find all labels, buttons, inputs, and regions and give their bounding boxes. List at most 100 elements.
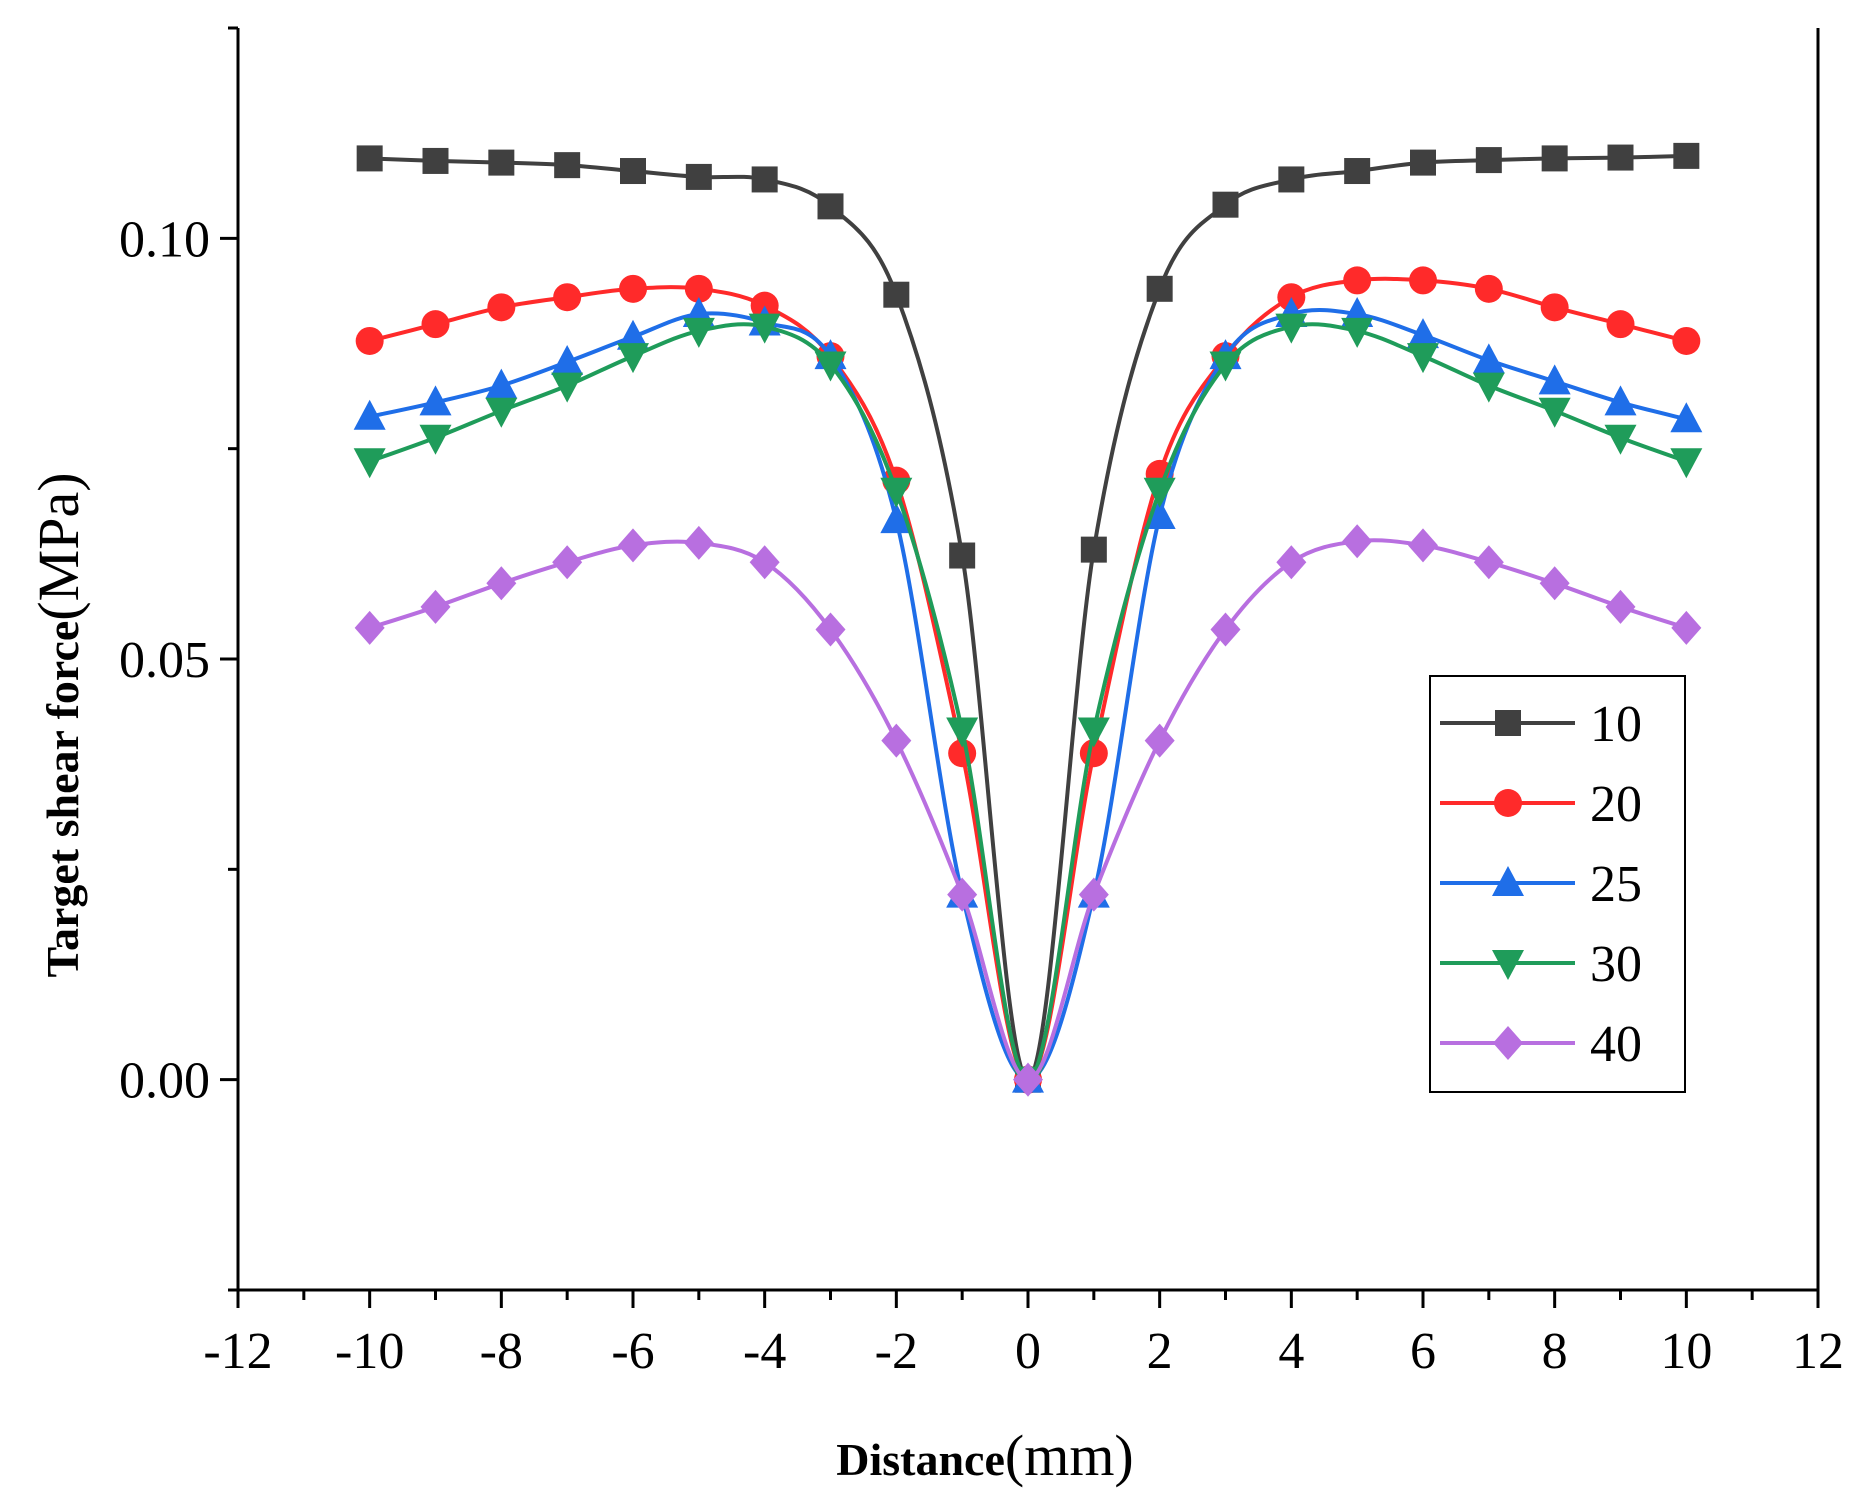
data-point-30 xyxy=(551,372,584,403)
data-point-20 xyxy=(487,293,516,322)
data-point-30 xyxy=(1538,397,1571,428)
data-point-20 xyxy=(1540,293,1569,322)
data-point-25 xyxy=(1670,402,1703,433)
data-point-30 xyxy=(1275,313,1308,344)
x-tick-label: 2 xyxy=(1147,1323,1173,1380)
data-point-40 xyxy=(1078,877,1109,912)
legend-marker-25 xyxy=(1492,866,1524,896)
data-point-40 xyxy=(1144,723,1175,758)
x-tick-label: 6 xyxy=(1410,1323,1436,1380)
data-point-10 xyxy=(1212,191,1239,218)
data-point-30 xyxy=(1143,477,1176,508)
data-point-10 xyxy=(751,166,778,193)
y-tick-label: 0.05 xyxy=(119,632,210,689)
data-point-40 xyxy=(1276,545,1307,580)
x-tick-label: -6 xyxy=(611,1323,654,1380)
data-point-10 xyxy=(1607,144,1634,171)
data-point-10 xyxy=(356,145,383,172)
x-tick-label: -2 xyxy=(875,1323,918,1380)
legend-marker-30 xyxy=(1492,950,1524,980)
x-axis-label: Distance xyxy=(836,1434,1005,1485)
data-point-30 xyxy=(682,317,715,348)
data-point-10 xyxy=(1344,158,1371,185)
legend-marker-20 xyxy=(1494,789,1522,817)
data-point-10 xyxy=(422,147,449,174)
data-point-40 xyxy=(1013,1062,1043,1097)
data-point-40 xyxy=(947,877,978,912)
data-point-10 xyxy=(949,542,976,569)
x-tick-label: -8 xyxy=(480,1323,523,1380)
data-point-40 xyxy=(1408,528,1438,563)
data-point-10 xyxy=(817,193,844,220)
data-point-30 xyxy=(1670,448,1703,479)
x-tick-label: 0 xyxy=(1015,1323,1041,1380)
x-tick-label: -10 xyxy=(335,1323,404,1380)
legend-label-40: 40 xyxy=(1590,1016,1642,1073)
data-point-25 xyxy=(617,319,649,350)
data-point-25 xyxy=(485,368,518,399)
x-axis: -12 -10 -8 -6 -4 -2 0 2 4 6 8 10 12 xyxy=(203,1290,1844,1380)
data-point-25 xyxy=(419,385,452,416)
legend-label-30: 30 xyxy=(1590,936,1642,993)
data-point-20 xyxy=(1606,310,1635,339)
data-point-30 xyxy=(1077,717,1110,748)
data-point-20 xyxy=(1409,266,1437,295)
data-point-10 xyxy=(1278,166,1305,193)
data-point-10 xyxy=(1475,147,1502,174)
data-point-30 xyxy=(1209,351,1242,382)
data-point-40 xyxy=(552,545,583,580)
data-point-30 xyxy=(1341,317,1374,348)
data-point-25 xyxy=(1472,343,1505,374)
data-point-30 xyxy=(485,397,518,428)
data-point-30 xyxy=(617,343,649,374)
y-axis: 0.00 0.05 0.10 xyxy=(119,26,238,1292)
data-point-10 xyxy=(1673,142,1700,169)
data-point-40 xyxy=(486,566,517,601)
y-axis-unit: (MPa) xyxy=(26,472,91,620)
y-tick-label: 0.00 xyxy=(119,1053,210,1110)
x-tick-label: -4 xyxy=(743,1323,786,1380)
x-tick-label: 12 xyxy=(1792,1323,1844,1380)
legend-marker-40 xyxy=(1493,1026,1523,1060)
x-axis-title: Distance(mm) xyxy=(836,1423,1134,1488)
data-point-20 xyxy=(619,274,647,303)
data-point-25 xyxy=(1604,385,1637,416)
data-point-20 xyxy=(1343,266,1372,295)
y-axis-title: Target shear force(MPa) xyxy=(26,472,91,977)
data-point-40 xyxy=(1671,610,1702,645)
data-point-10 xyxy=(554,152,581,179)
data-point-40 xyxy=(749,545,780,580)
data-point-10 xyxy=(1080,536,1107,563)
data-point-10 xyxy=(1541,145,1568,172)
data-point-25 xyxy=(551,345,584,376)
x-tick-label: 8 xyxy=(1542,1323,1568,1380)
data-point-25 xyxy=(353,399,386,430)
data-point-40 xyxy=(420,589,451,624)
data-point-40 xyxy=(1605,589,1636,624)
legend-marker-10 xyxy=(1495,710,1521,736)
data-point-20 xyxy=(1474,274,1503,303)
data-point-30 xyxy=(1472,372,1505,403)
data-point-30 xyxy=(880,477,913,508)
data-point-30 xyxy=(419,424,452,455)
data-point-10 xyxy=(685,163,712,190)
data-point-30 xyxy=(1604,424,1637,455)
data-point-30 xyxy=(353,448,386,479)
x-tick-label: -12 xyxy=(203,1323,272,1380)
data-point-40 xyxy=(1210,612,1241,647)
data-point-10 xyxy=(1410,149,1436,176)
data-point-40 xyxy=(354,610,385,645)
data-point-20 xyxy=(684,274,713,303)
data-point-30 xyxy=(946,717,979,748)
data-point-40 xyxy=(815,612,846,647)
legend: 10 20 25 30 40 xyxy=(1429,675,1686,1093)
data-point-40 xyxy=(1539,566,1570,601)
data-point-40 xyxy=(881,723,912,758)
data-point-25 xyxy=(880,503,913,534)
legend-label-10: 10 xyxy=(1590,696,1642,753)
data-point-10 xyxy=(488,149,515,176)
data-point-40 xyxy=(1473,545,1504,580)
data-point-25 xyxy=(1538,364,1571,395)
series-40 xyxy=(354,524,1702,1097)
